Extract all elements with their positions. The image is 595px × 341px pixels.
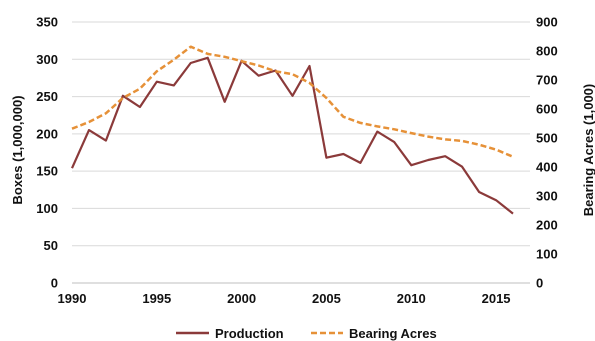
series-line-production bbox=[70, 56, 514, 215]
left-tick-label: 350 bbox=[36, 15, 58, 30]
left-tick-label: 200 bbox=[36, 126, 58, 141]
x-tick-label: 2015 bbox=[482, 291, 511, 306]
right-tick-label: 100 bbox=[536, 247, 558, 262]
legend-label-production: Production bbox=[215, 326, 284, 341]
gridlines bbox=[72, 21, 530, 247]
left-tick-label: 300 bbox=[36, 52, 58, 67]
x-tick-label: 1990 bbox=[58, 291, 87, 306]
x-tick-label: 1995 bbox=[142, 291, 171, 306]
left-tick-label: 250 bbox=[36, 89, 58, 104]
series-layer bbox=[70, 45, 514, 215]
right-axis-ticks: 0 100 200 300 400 500 600 700 800 900 bbox=[536, 15, 558, 291]
left-tick-label: 50 bbox=[44, 238, 58, 253]
right-tick-label: 200 bbox=[536, 218, 558, 233]
series-line-bearing-acres bbox=[71, 45, 514, 158]
right-tick-label: 500 bbox=[536, 131, 558, 146]
left-tick-label: 150 bbox=[36, 164, 58, 179]
right-tick-label: 600 bbox=[536, 102, 558, 117]
x-tick-label: 2005 bbox=[312, 291, 341, 306]
legend-label-bearing-acres: Bearing Acres bbox=[349, 326, 437, 341]
x-axis-ticks: 1990 1995 2000 2005 2010 2015 bbox=[58, 291, 511, 306]
right-axis-title: Bearing Acres (1,000) bbox=[581, 84, 595, 216]
x-tick-label: 2000 bbox=[227, 291, 256, 306]
left-tick-label: 100 bbox=[36, 201, 58, 216]
right-tick-label: 700 bbox=[536, 73, 558, 88]
right-tick-label: 0 bbox=[536, 276, 543, 291]
left-axis-ticks: 0 50 100 150 200 250 300 350 bbox=[36, 15, 58, 291]
left-tick-label: 0 bbox=[51, 276, 58, 291]
right-tick-label: 900 bbox=[536, 15, 558, 30]
legend: Production Bearing Acres bbox=[176, 326, 437, 341]
right-tick-label: 400 bbox=[536, 160, 558, 175]
right-tick-label: 800 bbox=[536, 44, 558, 59]
x-tick-label: 2010 bbox=[397, 291, 426, 306]
left-axis-title: Boxes (1,000,000) bbox=[10, 95, 25, 204]
right-tick-label: 300 bbox=[536, 189, 558, 204]
